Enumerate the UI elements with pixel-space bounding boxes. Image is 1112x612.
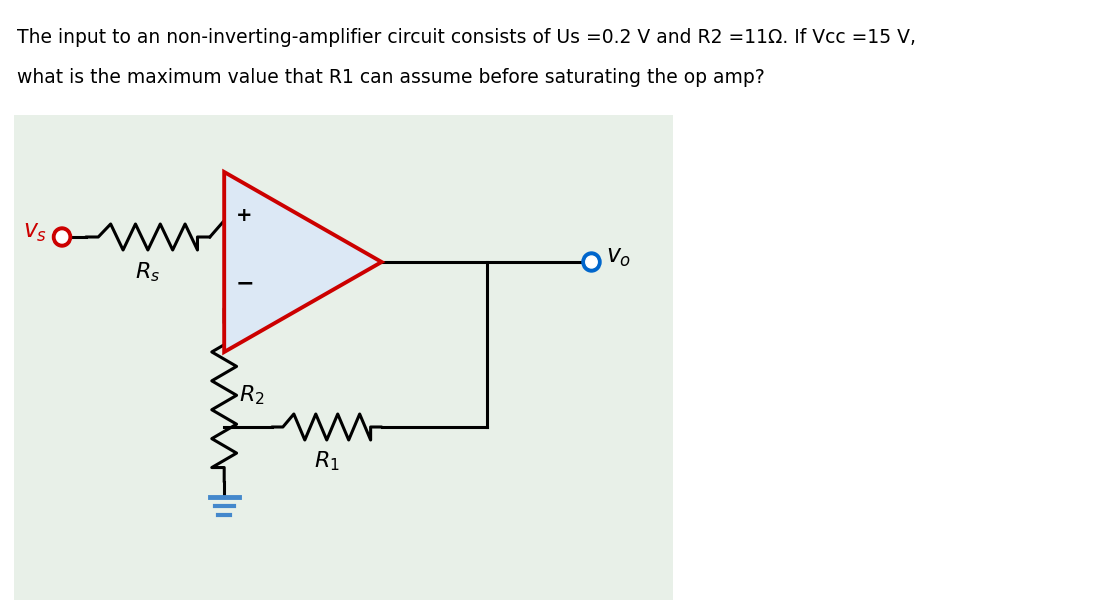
Text: The input to an non-inverting-amplifier circuit consists of Us =0.2 V and R2 =11: The input to an non-inverting-amplifier …	[17, 28, 916, 47]
Circle shape	[582, 252, 600, 272]
Text: $R_1$: $R_1$	[314, 449, 339, 472]
Text: $R_2$: $R_2$	[239, 384, 265, 407]
Circle shape	[52, 227, 71, 247]
Polygon shape	[225, 172, 381, 352]
Circle shape	[57, 231, 68, 243]
Circle shape	[586, 256, 597, 268]
FancyBboxPatch shape	[14, 115, 673, 600]
Text: $v_s$: $v_s$	[23, 220, 48, 244]
Text: $v_o$: $v_o$	[606, 245, 632, 269]
Text: what is the maximum value that R1 can assume before saturating the op amp?: what is the maximum value that R1 can as…	[17, 67, 765, 86]
Text: +: +	[236, 206, 252, 225]
Text: $R_s$: $R_s$	[136, 260, 160, 283]
Text: −: −	[236, 274, 255, 294]
